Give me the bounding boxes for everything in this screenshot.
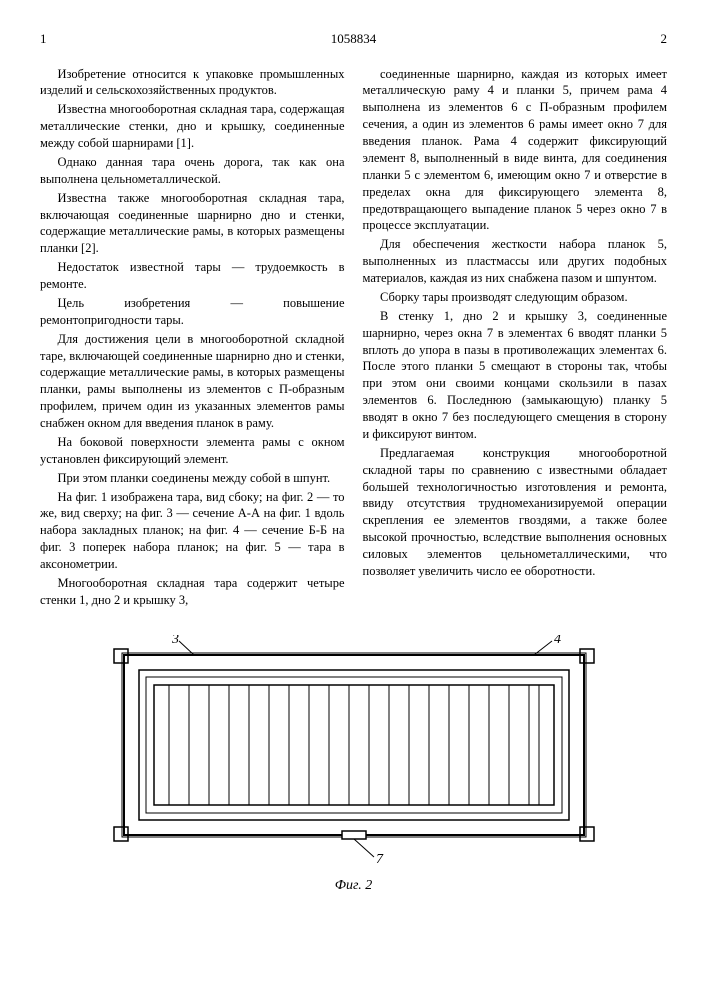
figure-label-7: 7: [376, 852, 384, 867]
figure-drawing: 3 4 7: [74, 635, 634, 875]
paragraph: Многооборотная складная тара содержит че…: [40, 575, 345, 609]
paragraph: На боковой поверхности элемента рамы с о…: [40, 434, 345, 468]
text-columns: Изобретение относится к упаковке промышл…: [40, 66, 667, 611]
paragraph: Для обеспечения жесткости набора планок …: [363, 236, 668, 287]
figure-label-4: 4: [554, 635, 561, 647]
col-right-number: 2: [661, 30, 668, 48]
paragraph: Предлагаемая конструкция многооборотной …: [363, 445, 668, 580]
figure-caption: Фиг. 2: [40, 877, 667, 896]
figure-2: 3 4 7 Фиг. 2: [40, 635, 667, 896]
paragraph: соединенные шарнирно, каждая из которых …: [363, 66, 668, 235]
paragraph: Недостаток известной тары — трудоемкость…: [40, 259, 345, 293]
document-number: 1058834: [331, 30, 377, 48]
paragraph: Для достижения цели в многооборотной скл…: [40, 331, 345, 432]
right-column: соединенные шарнирно, каждая из которых …: [363, 66, 668, 611]
paragraph: Известна также многооборотная складная т…: [40, 190, 345, 258]
col-left-number: 1: [40, 30, 47, 48]
paragraph: Цель изобретения — повышение ремонтоприг…: [40, 295, 345, 329]
paragraph: На фиг. 1 изображена тара, вид сбоку; на…: [40, 489, 345, 573]
left-column: Изобретение относится к упаковке промышл…: [40, 66, 345, 611]
paragraph: При этом планки соединены между собой в …: [40, 470, 345, 487]
figure-label-3: 3: [171, 635, 179, 647]
paragraph: Известна многооборотная складная тара, с…: [40, 101, 345, 152]
paragraph: Сборку тары производят следующим образом…: [363, 289, 668, 306]
paragraph: В стенку 1, дно 2 и крышку 3, соединенны…: [363, 308, 668, 443]
paragraph: Однако данная тара очень дорога, так как…: [40, 154, 345, 188]
paragraph: Изобретение относится к упаковке промышл…: [40, 66, 345, 100]
